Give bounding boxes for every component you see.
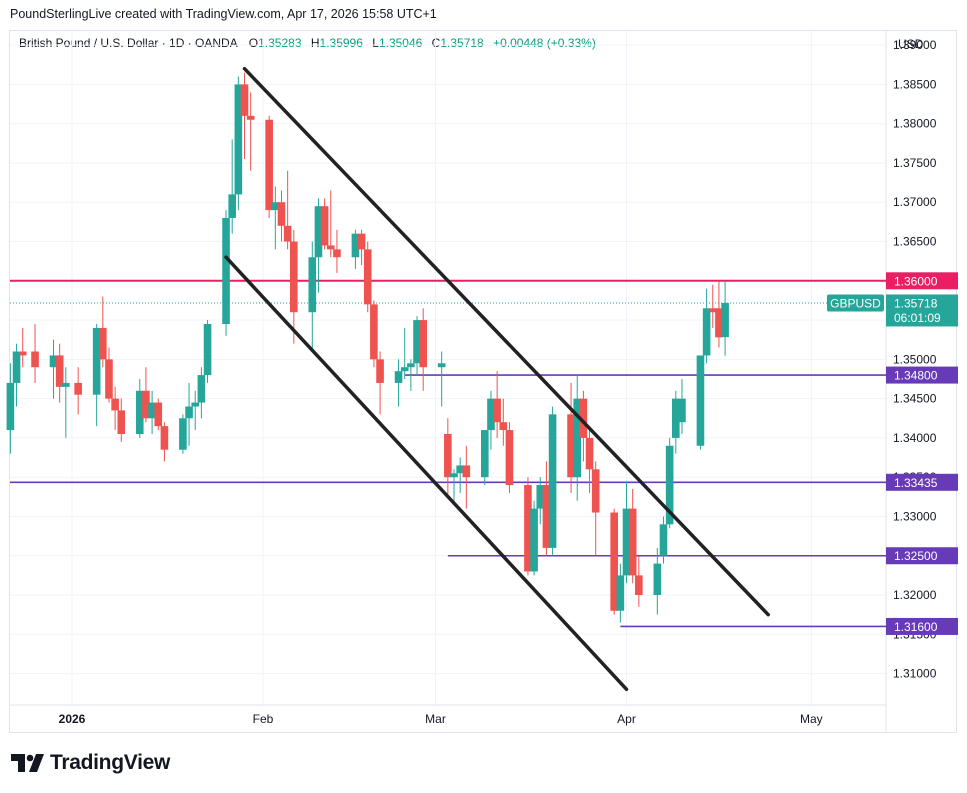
high-value: 1.35996 [319,36,363,50]
symbol-legend: British Pound / U.S. Dollar · 1D · OANDA… [19,36,602,50]
tradingview-wordmark: TradingView [50,751,171,774]
tradingview-logo[interactable]: TradingView [11,751,170,775]
high-label: H [310,36,320,50]
close-value: 1.35718 [440,36,484,50]
tradingview-logo-icon [11,754,44,772]
symbol-name[interactable]: British Pound / U.S. Dollar · 1D · OANDA [19,36,238,50]
currency-label[interactable]: USD [898,37,924,51]
low-label: L [372,36,379,50]
change-value: +0.00448 (+0.33%) [493,36,596,50]
low-value: 1.35046 [378,36,423,50]
open-label: O [248,36,259,50]
open-value: 1.35283 [258,36,302,50]
chart-header-title: PoundSterlingLive created with TradingVi… [10,7,437,21]
chart-frame [9,30,957,733]
